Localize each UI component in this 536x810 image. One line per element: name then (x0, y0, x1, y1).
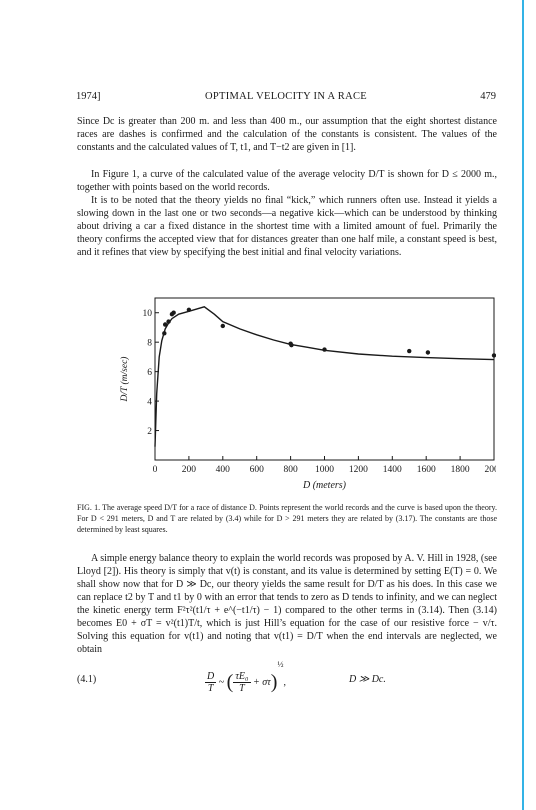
world-record-point (186, 307, 192, 312)
y-tick-label: 10 (143, 309, 153, 319)
lhs-fraction: D T (205, 671, 217, 695)
running-title: OPTIMAL VELOCITY IN A RACE (205, 91, 367, 102)
exponent: ½ (277, 660, 284, 669)
figure-caption: FIG. 1. The average speed D/T for a race… (77, 503, 497, 534)
lhs-numerator: D (205, 671, 217, 684)
world-record-point (407, 348, 412, 354)
equation-body: D T ~ ( τE₀ T + στ) ½, (205, 660, 286, 694)
x-tick-label: 600 (250, 465, 265, 475)
lhs-denominator: T (207, 683, 214, 695)
equation-4-1: (4.1) D T ~ ( τE₀ T + στ) ½, D ≫ Dc. (77, 660, 497, 700)
x-tick-label: 400 (216, 465, 231, 475)
header-year: 1974] (76, 91, 101, 102)
x-axis-label: D (meters) (302, 480, 347, 491)
theory-curve (154, 306, 495, 447)
x-tick-label: 2000 (485, 465, 497, 475)
paragraph-2: In Figure 1, a curve of the calculated v… (77, 169, 497, 193)
x-tick-label: 1000 (315, 465, 334, 475)
world-record-point (425, 350, 431, 355)
equation-comma: , (283, 677, 286, 688)
world-record-point (220, 323, 225, 329)
inner-denominator: T (239, 683, 245, 695)
y-tick-label: 6 (147, 368, 152, 378)
y-tick-label: 4 (147, 398, 152, 408)
paragraph-3: It is to be noted that the theory yields… (77, 195, 497, 258)
plus-term: + στ (253, 677, 271, 688)
y-tick-label: 2 (147, 427, 152, 437)
equation-number: (4.1) (77, 674, 97, 685)
paragraph-1: Since Dc is greater than 200 m. and less… (77, 116, 497, 153)
equation-condition: D ≫ Dc. (349, 674, 386, 685)
page-number: 479 (480, 91, 496, 102)
right-paren: ) (270, 671, 278, 694)
world-record-point (322, 347, 327, 352)
y-axis-label: D/T (m/sec) (119, 357, 130, 403)
tilde-symbol: ~ (218, 677, 225, 688)
left-paren: ( (226, 671, 234, 694)
paragraph-4: A simple energy balance theory to explai… (77, 553, 497, 655)
x-tick-label: 800 (283, 465, 298, 475)
x-tick-label: 1400 (383, 465, 402, 475)
x-tick-label: 1800 (451, 465, 470, 475)
right-edge-rule (522, 0, 524, 810)
plot-frame (154, 297, 495, 461)
x-tick-label: 0 (153, 465, 158, 475)
world-record-point (162, 322, 168, 327)
inner-numerator: τE₀ (233, 671, 251, 684)
figure-1-chart: 0 200 400 600 800 1000 1200 1400 1600 1800 2000 2 4 6… (119, 297, 497, 491)
world-record-point (289, 342, 294, 348)
x-tick-label: 1600 (417, 465, 436, 475)
world-record-point (166, 319, 171, 324)
x-tick-label: 200 (182, 465, 197, 475)
world-record-point (491, 353, 496, 358)
world-record-point (171, 310, 176, 315)
inner-fraction: τE₀ T (233, 671, 251, 695)
world-record-point (162, 331, 167, 336)
y-tick-label: 8 (147, 339, 152, 349)
x-tick-label: 1200 (349, 465, 368, 475)
